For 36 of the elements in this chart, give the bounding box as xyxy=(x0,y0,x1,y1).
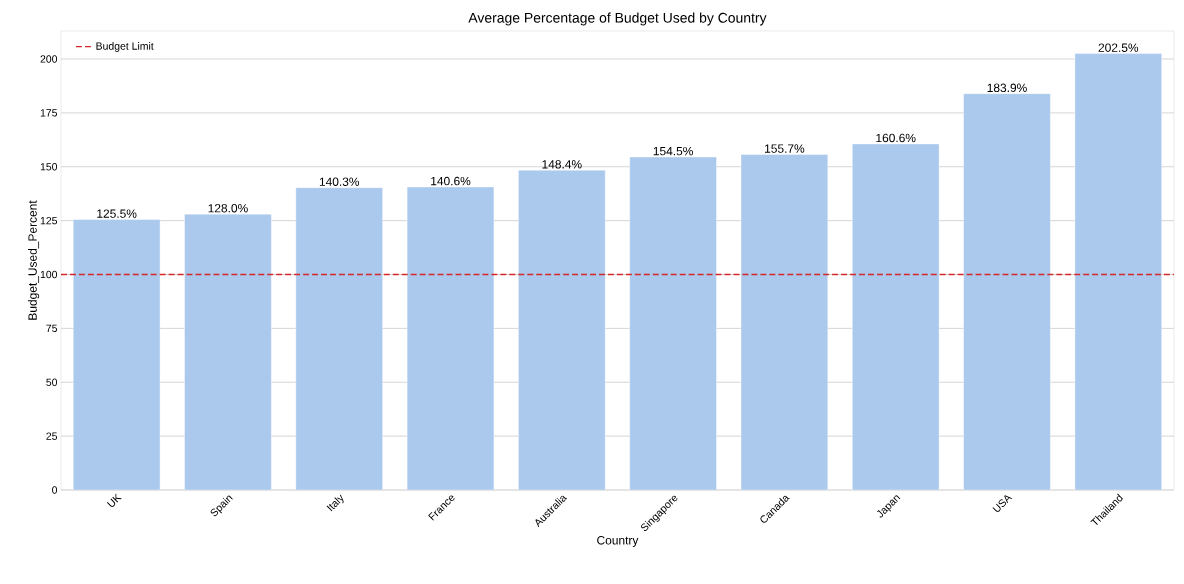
y-tick-label: 0 xyxy=(52,486,58,494)
data-label: 154.5% xyxy=(653,146,693,156)
data-label: 128.0% xyxy=(208,204,248,213)
bar xyxy=(295,187,383,490)
data-label: 148.4% xyxy=(542,160,582,169)
data-label: 160.6% xyxy=(876,133,916,143)
y-tick-label: 150 xyxy=(40,163,58,171)
data-label: 140.6% xyxy=(431,176,471,186)
bar xyxy=(518,170,606,490)
bar xyxy=(73,219,161,490)
legend-label: Budget Limit xyxy=(96,42,154,52)
bar xyxy=(741,154,828,490)
data-label: 140.3% xyxy=(319,177,360,186)
y-axis-title: Budget_Used_Percent xyxy=(28,200,40,320)
y-tick-label: 50 xyxy=(46,378,58,386)
x-tick-label: USA xyxy=(992,495,1013,512)
y-tick-label: 100 xyxy=(40,270,58,279)
bar xyxy=(963,93,1051,490)
x-tick-label: UK xyxy=(106,493,122,507)
data-label: 125.5% xyxy=(97,209,137,218)
y-tick-label: 125 xyxy=(40,216,58,225)
data-label: 155.7% xyxy=(765,144,805,153)
x-tick-label: Italy xyxy=(326,494,344,512)
chart-title: Average Percentage of Budget Used by Country xyxy=(468,12,767,26)
y-tick-label: 200 xyxy=(40,55,58,63)
data-label: 183.9% xyxy=(987,83,1027,92)
x-axis-title: Country xyxy=(597,536,639,547)
bar xyxy=(184,214,272,490)
bar xyxy=(629,157,717,490)
bar xyxy=(1074,53,1162,490)
bar xyxy=(407,187,494,490)
y-tick-label: 75 xyxy=(46,324,58,333)
bar xyxy=(852,143,940,490)
y-tick-label: 175 xyxy=(40,109,58,117)
y-tick-label: 25 xyxy=(46,432,58,440)
data-label: 202.5% xyxy=(1098,43,1139,52)
